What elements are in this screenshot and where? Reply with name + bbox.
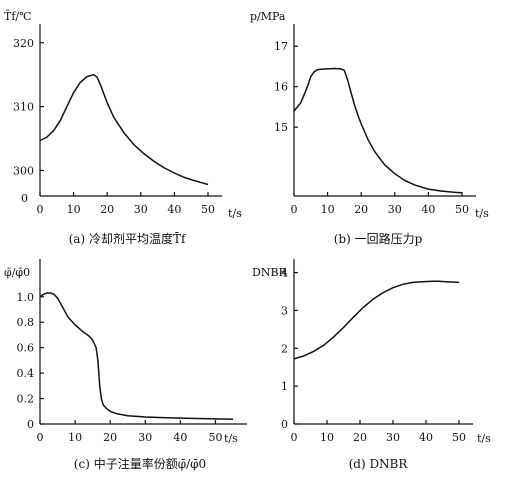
panel-b-x-tick-label-10: 10 <box>321 203 335 216</box>
panel-a-x-tick-label-50: 50 <box>201 203 215 216</box>
panel-a-x-tick-label-30: 30 <box>134 203 148 216</box>
panel-a: T̄f/℃ t/s 0 (a) 冷却剂平均温度T̄f 0 10 20 30 40 50 30… <box>4 10 242 246</box>
panel-d-x-tick-label-20: 20 <box>353 431 367 444</box>
panel-c-y-tick-label-0.6: 0.6 <box>17 342 35 355</box>
panel-a-series-line-0 <box>39 73 209 186</box>
panel-c-x-tick-label-0: 0 <box>37 431 44 444</box>
panel-c-xlabel: t/s <box>224 432 238 445</box>
panel-c-y-tick-label-0.2: 0.2 <box>17 393 35 406</box>
panel-c-caption: (c) 中子注量率份额φ̄/φ̄0 <box>74 456 206 471</box>
panel-c: φ̄/φ̄0 t/s (c) 中子注量率份额φ̄/φ̄0 0 10 20 30 40 50… <box>4 259 247 471</box>
panel-a-xlabel: t/s <box>228 207 242 220</box>
panel-c-ylabel: φ̄/φ̄0 <box>4 266 30 279</box>
panel-a-x-tick-label-10: 10 <box>67 203 81 216</box>
panel-a-y-tick-label-320: 320 <box>13 37 34 50</box>
panel-c-y-tick-label-0: 0 <box>27 418 34 431</box>
panel-c-x-tick-label-10: 10 <box>68 431 82 444</box>
panel-d-ylabel: DNBR <box>252 266 288 279</box>
panel-b-x-tick-label-20: 20 <box>354 203 368 216</box>
panel-b-x-tick-label-50: 50 <box>455 203 469 216</box>
panel-d-y-tick-label-2: 2 <box>281 342 288 355</box>
panel-a-y-tick-label-300: 300 <box>13 164 34 177</box>
panel-a-y-tick-label-310: 310 <box>13 101 34 114</box>
panel-d-y-tick-label-0: 0 <box>281 418 288 431</box>
panel-b-caption: (b) 一回路压力p <box>334 231 423 246</box>
panel-d-x-tick-label-50: 50 <box>452 431 466 444</box>
panel-b-y-tick-label-15: 15 <box>274 121 288 134</box>
panel-a-x-tick-label-0: 0 <box>37 203 44 216</box>
panel-d-y-tick-label-1: 1 <box>281 380 288 393</box>
panel-d-x-tick-label-0: 0 <box>291 431 298 444</box>
panel-d-caption: (d) DNBR <box>349 457 409 471</box>
panel-a-x-tick-label-20: 20 <box>100 203 114 216</box>
panel-a-caption: (a) 冷却剂平均温度T̄f <box>69 231 187 246</box>
panel-a-zero-label: 0 <box>21 192 28 205</box>
panel-d-series-line-0 <box>293 280 460 360</box>
panel-b-x-tick-label-30: 30 <box>388 203 402 216</box>
panel-c-x-tick-label-30: 30 <box>138 431 152 444</box>
panel-c-x-tick-label-40: 40 <box>173 431 187 444</box>
panel-c-series-line-0 <box>39 292 234 420</box>
panel-b-y-tick-label-17: 17 <box>274 40 288 53</box>
panel-d-y-tick-label-3: 3 <box>281 304 288 317</box>
panel-c-x-tick-label-50: 50 <box>208 431 222 444</box>
panel-d-xlabel: t/s <box>477 432 491 445</box>
panel-c-y-tick-label-0.4: 0.4 <box>17 367 35 380</box>
panel-b-xlabel: t/s <box>475 207 489 220</box>
panel-b-series-line-0 <box>293 67 463 194</box>
panel-d-x-tick-label-40: 40 <box>419 431 433 444</box>
panel-d-x-tick-label-10: 10 <box>320 431 334 444</box>
panel-d-y-tick-label-4: 4 <box>281 267 288 280</box>
panel-d-x-tick-label-30: 30 <box>386 431 400 444</box>
panel-b-x-tick-label-0: 0 <box>291 203 298 216</box>
panel-b-y-tick-label-16: 16 <box>274 81 288 94</box>
panel-c-y-tick-label-0.8: 0.8 <box>17 316 35 329</box>
panel-d: DNBR t/s (d) DNBR 0 10 20 30 40 50 0 1 2 3 4 <box>252 259 491 471</box>
panel-b: p/MPa t/s (b) 一回路压力p 0 10 20 30 40 50 15 16 17 <box>250 10 489 246</box>
panel-c-y-tick-label-1.0: 1.0 <box>17 291 35 304</box>
panel-a-x-tick-label-40: 40 <box>167 203 181 216</box>
panel-b-ylabel: p/MPa <box>250 10 286 23</box>
panel-c-x-tick-label-20: 20 <box>103 431 117 444</box>
panel-b-x-tick-label-40: 40 <box>421 203 435 216</box>
panel-a-ylabel: T̄f/℃ <box>4 10 31 23</box>
